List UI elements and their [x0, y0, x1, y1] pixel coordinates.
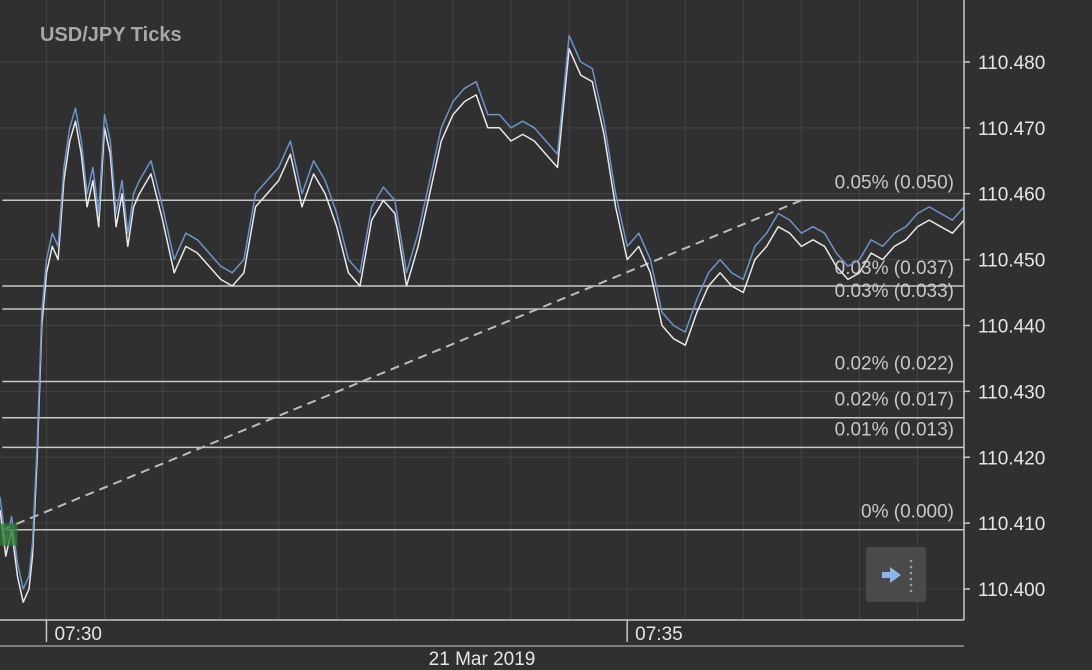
fib-level-label: 0.02% (0.022): [835, 353, 954, 374]
fib-level-label: 0.01% (0.013): [835, 419, 954, 440]
bid-line: [0, 48, 965, 603]
y-tick-label: 110.470: [978, 119, 1045, 140]
chart-title: USD/JPY Ticks: [40, 24, 182, 46]
fib-level-label: 0.05% (0.050): [835, 172, 954, 193]
fib-trend-line: [1, 199, 802, 531]
fib-level-label: 0.03% (0.033): [835, 281, 954, 302]
arrow-right-icon: [882, 559, 913, 593]
y-tick-label: 110.480: [978, 53, 1045, 74]
fib-level-label: 0.03% (0.037): [835, 258, 954, 279]
grid: [0, 0, 964, 620]
fib-level-label: 0.02% (0.017): [835, 390, 954, 411]
x-tick-label: 07:35: [635, 624, 683, 645]
axes: 21 Mar 2019 110.480 110.470 110.460 110.450…: [0, 0, 1045, 670]
scroll-to-latest-button[interactable]: [866, 547, 926, 602]
x-tick-label: 07:30: [54, 624, 102, 645]
tick-series: [0, 34, 965, 603]
fib-level-label: 0% (0.000): [861, 502, 954, 523]
y-tick-label: 110.400: [978, 580, 1045, 601]
y-tick-label: 110.430: [978, 382, 1045, 403]
fibonacci-levels: 0.05% (0.050) 0.03% (0.037)0.03% (0.033) 0…: [1, 172, 964, 531]
ask-line: [0, 34, 965, 590]
anchor-marker: [0, 523, 18, 546]
y-tick-label: 110.410: [978, 514, 1045, 535]
y-tick-label: 110.420: [978, 448, 1045, 469]
y-tick-label: 110.450: [978, 251, 1045, 272]
y-tick-label: 110.440: [978, 316, 1045, 337]
y-tick-label: 110.460: [978, 185, 1045, 206]
date-label: 21 Mar 2019: [429, 649, 536, 670]
